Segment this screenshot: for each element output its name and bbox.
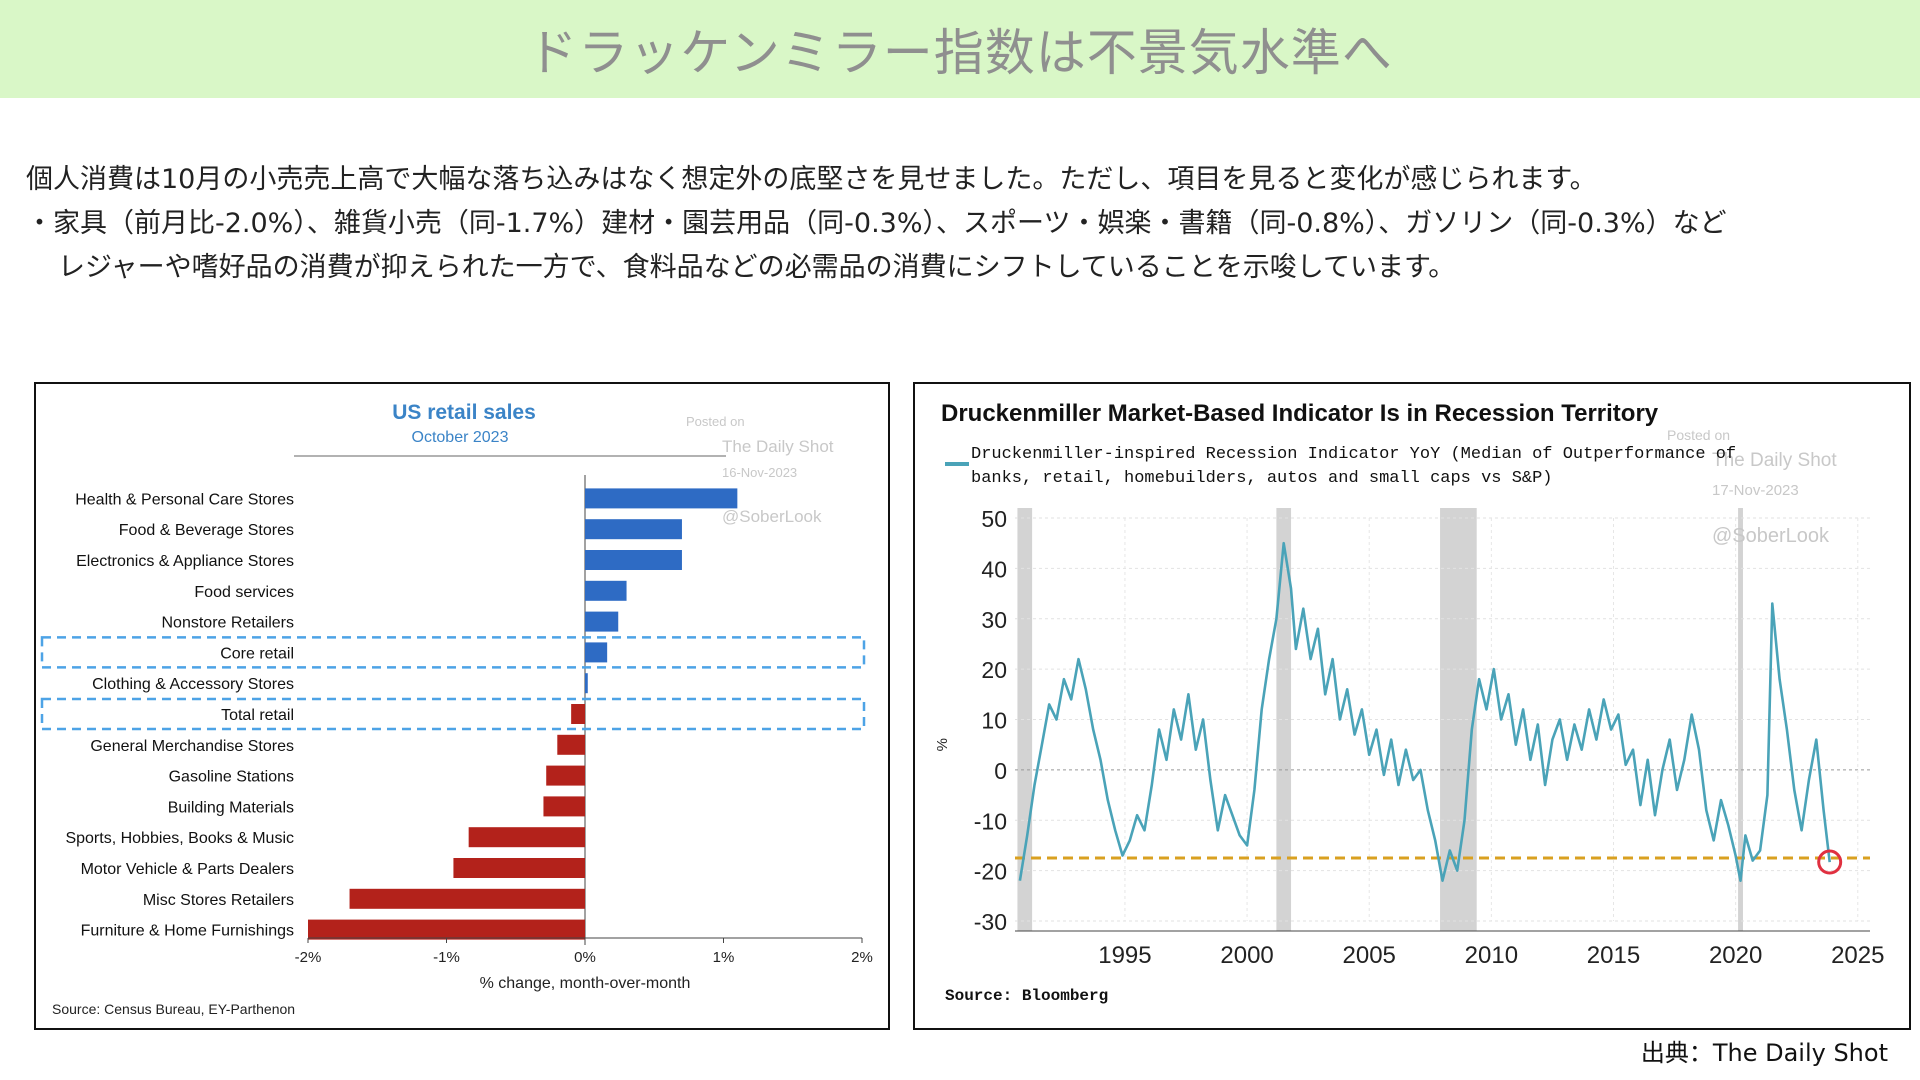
category-label: Electronics & Appliance Stores — [76, 553, 294, 570]
watermark-source: The Daily Shot — [722, 437, 834, 456]
highlight-box — [40, 697, 866, 731]
bar — [585, 550, 682, 570]
x-tick-label: 2000 — [1220, 942, 1273, 969]
paragraph-3: レジャーや嗜好品の消費が抑えられた一方で、食料品などの必需品の消費にシフトしてい… — [58, 252, 1456, 283]
y-tick-label: -10 — [974, 808, 1007, 834]
y-tick-label: 30 — [981, 607, 1007, 633]
category-label: Clothing & Accessory Stores — [92, 676, 294, 693]
category-label: Misc Stores Retailers — [143, 892, 294, 909]
category-label: General Merchandise Stores — [90, 738, 294, 755]
y-tick-label: 10 — [981, 708, 1007, 734]
bar — [308, 919, 585, 940]
indicator-line — [1018, 541, 1831, 882]
chart-title: US retail sales — [392, 401, 536, 424]
bar — [546, 765, 585, 786]
category-label: Gasoline Stations — [169, 769, 294, 786]
y-tick-label: -20 — [974, 859, 1007, 885]
retail-sales-chart-panel: Posted on The Daily Shot 16-Nov-2023 @Sober… — [34, 382, 890, 1030]
title-band: ドラッケンミラー指数は不景気水準へ — [0, 0, 1920, 98]
bar — [468, 827, 585, 848]
chart-subtitle: October 2023 — [412, 429, 509, 446]
page-title: ドラッケンミラー指数は不景気水準へ — [527, 24, 1393, 82]
paragraph-1: 個人消費は10月の小売売上高で大幅な落ち込みはなく想定外の底堅さを見せました。た… — [26, 164, 1597, 195]
category-label: Total retail — [221, 707, 294, 724]
chart-source: Source: Census Bureau, EY-Parthenon — [52, 1001, 295, 1017]
highlight-box — [40, 636, 866, 669]
category-label: Food & Beverage Stores — [119, 522, 294, 539]
bar — [585, 611, 619, 632]
category-label: Food services — [194, 584, 294, 601]
category-label: Furniture & Home Furnishings — [81, 923, 294, 940]
x-tick-label: -2% — [295, 949, 322, 966]
x-tick-label: 2020 — [1709, 942, 1762, 969]
bar — [571, 704, 585, 724]
category-label: Health & Personal Care Stores — [75, 491, 294, 508]
watermark-posted-on: Posted on — [686, 414, 745, 429]
y-tick-label: -30 — [974, 909, 1007, 935]
recession-indicator-chart-panel: 50 40 30 20 10 0 -10 -20 -30 1995 2000 2005 2010 2015… — [913, 382, 1911, 1030]
watermark-date: 17-Nov-2023 — [1712, 482, 1799, 499]
y-tick-label: 0 — [994, 758, 1007, 784]
watermark-posted-on: Posted on — [1667, 427, 1730, 443]
y-tick-label: 50 — [981, 506, 1007, 532]
watermark-handle: @SoberLook — [722, 507, 822, 526]
bar — [453, 858, 585, 878]
bar — [543, 796, 585, 817]
y-axis-label: % — [934, 738, 951, 751]
watermark-handle: @SoberLook — [1712, 525, 1830, 547]
bar — [585, 642, 608, 663]
chart-title: Druckenmiller Market-Based Indicator Is … — [941, 400, 1659, 427]
legend-label-line-2: banks, retail, homebuilders, autos and s… — [971, 469, 1553, 488]
x-tick-label: 1995 — [1098, 942, 1151, 969]
bar — [585, 488, 738, 509]
bar — [585, 519, 682, 540]
category-label: Building Materials — [168, 799, 294, 816]
y-tick-label: 40 — [981, 556, 1007, 582]
recession-shade — [1738, 508, 1743, 931]
category-label: Nonstore Retailers — [162, 615, 295, 632]
x-tick-label: 1% — [713, 949, 735, 966]
paragraph-2: ・家具（前月比-2.0%）、雑貨小売（同-1.7%）建材・園芸用品（同-0.3%… — [26, 208, 1727, 239]
source-note: 出典：The Daily Shot — [1640, 1039, 1888, 1067]
x-tick-label: 2010 — [1465, 942, 1518, 969]
watermark-source: The Daily Shot — [1712, 450, 1837, 471]
bar — [349, 888, 585, 909]
x-tick-label: -1% — [433, 949, 460, 966]
body-text: 個人消費は10月の小売売上高で大幅な落ち込みはなく想定外の底堅さを見せました。た… — [26, 158, 1920, 290]
category-label: Motor Vehicle & Parts Dealers — [81, 861, 294, 878]
chart-source: Source: Bloomberg — [945, 987, 1108, 1005]
bar — [585, 673, 588, 694]
legend-label-line-1: Druckenmiller-inspired Recession Indicat… — [971, 445, 1736, 464]
x-tick-label: 2025 — [1831, 942, 1884, 969]
bar — [585, 580, 627, 601]
x-tick-label: 0% — [574, 949, 596, 966]
latest-point-marker — [1817, 849, 1843, 875]
x-axis-label: % change, month-over-month — [480, 975, 691, 992]
bar — [557, 734, 585, 755]
category-label: Sports, Hobbies, Books & Music — [65, 830, 294, 847]
x-tick-label: 2005 — [1343, 942, 1396, 969]
retail-sales-chart: Posted on The Daily Shot 16-Nov-2023 @Sober… — [40, 401, 873, 1017]
recession-shade — [1276, 508, 1292, 931]
x-tick-label: 2% — [851, 949, 873, 966]
y-tick-label: 20 — [981, 657, 1007, 683]
x-tick-label: 2015 — [1587, 942, 1640, 969]
category-label: Core retail — [220, 645, 294, 662]
watermark-date: 16-Nov-2023 — [722, 465, 797, 480]
